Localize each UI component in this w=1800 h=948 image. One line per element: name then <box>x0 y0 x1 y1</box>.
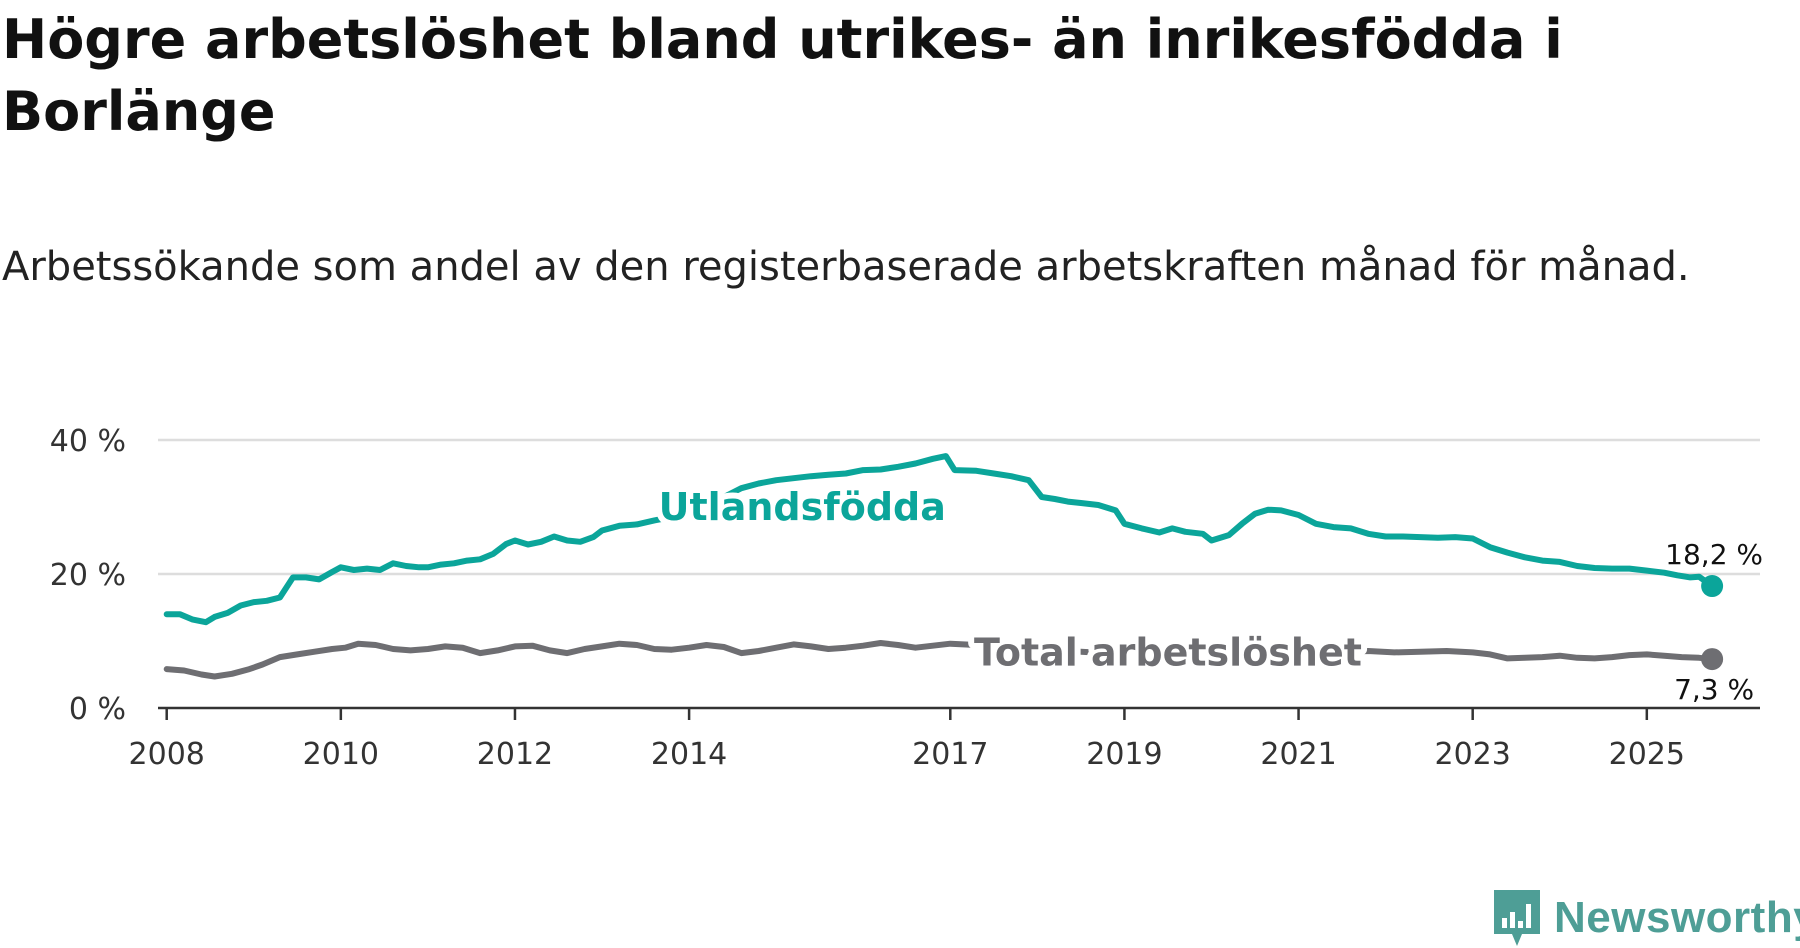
series-end-point <box>1701 575 1724 598</box>
x-tick-label: 2021 <box>1260 737 1336 772</box>
series-lines <box>163 453 1724 680</box>
series-end-label: 18,2 % <box>1665 538 1763 571</box>
chart-subtitle: Arbetssökande som andel av den registerb… <box>2 244 1690 290</box>
series-line-1 <box>163 640 1716 680</box>
x-tick-label: 2023 <box>1435 737 1511 772</box>
x-tick-label: 2010 <box>303 737 379 772</box>
y-axis: 0 % 20 % 40 % <box>50 424 126 727</box>
series-end-point <box>1701 648 1724 671</box>
series-name-label: Total arbetslöshet <box>974 630 1362 674</box>
y-tick-label: 0 % <box>69 692 126 727</box>
x-tick-label: 2008 <box>129 737 205 772</box>
y-tick-label: 20 % <box>50 558 126 593</box>
newsworthy-logo-icon <box>1494 890 1540 946</box>
chart-title: Högre arbetslöshet bland utrikes- än inr… <box>2 8 1563 143</box>
x-axis: 2008 2010 2012 2014 2017 2019 2021 2023 2025 <box>129 706 1760 772</box>
series-name-label: Utlandsfödda <box>659 485 946 529</box>
x-tick-label: 2012 <box>477 737 553 772</box>
x-tick-label: 2025 <box>1609 737 1685 772</box>
brand-logo: Newsworthy <box>1492 888 1800 948</box>
series-end-label: 7,3 % <box>1674 673 1754 706</box>
x-tick-label: 2019 <box>1086 737 1162 772</box>
series-line-0 <box>163 453 1716 626</box>
series-labels: 18,2 % 7,3 % Utlandsfödda Total arbetslöshe… <box>653 479 1763 706</box>
x-tick-label: 2017 <box>912 737 988 772</box>
grid-lines <box>158 438 1760 576</box>
x-tick-label: 2014 <box>651 737 727 772</box>
y-tick-label: 40 % <box>50 424 126 459</box>
brand-name: Newsworthy <box>1554 893 1800 942</box>
